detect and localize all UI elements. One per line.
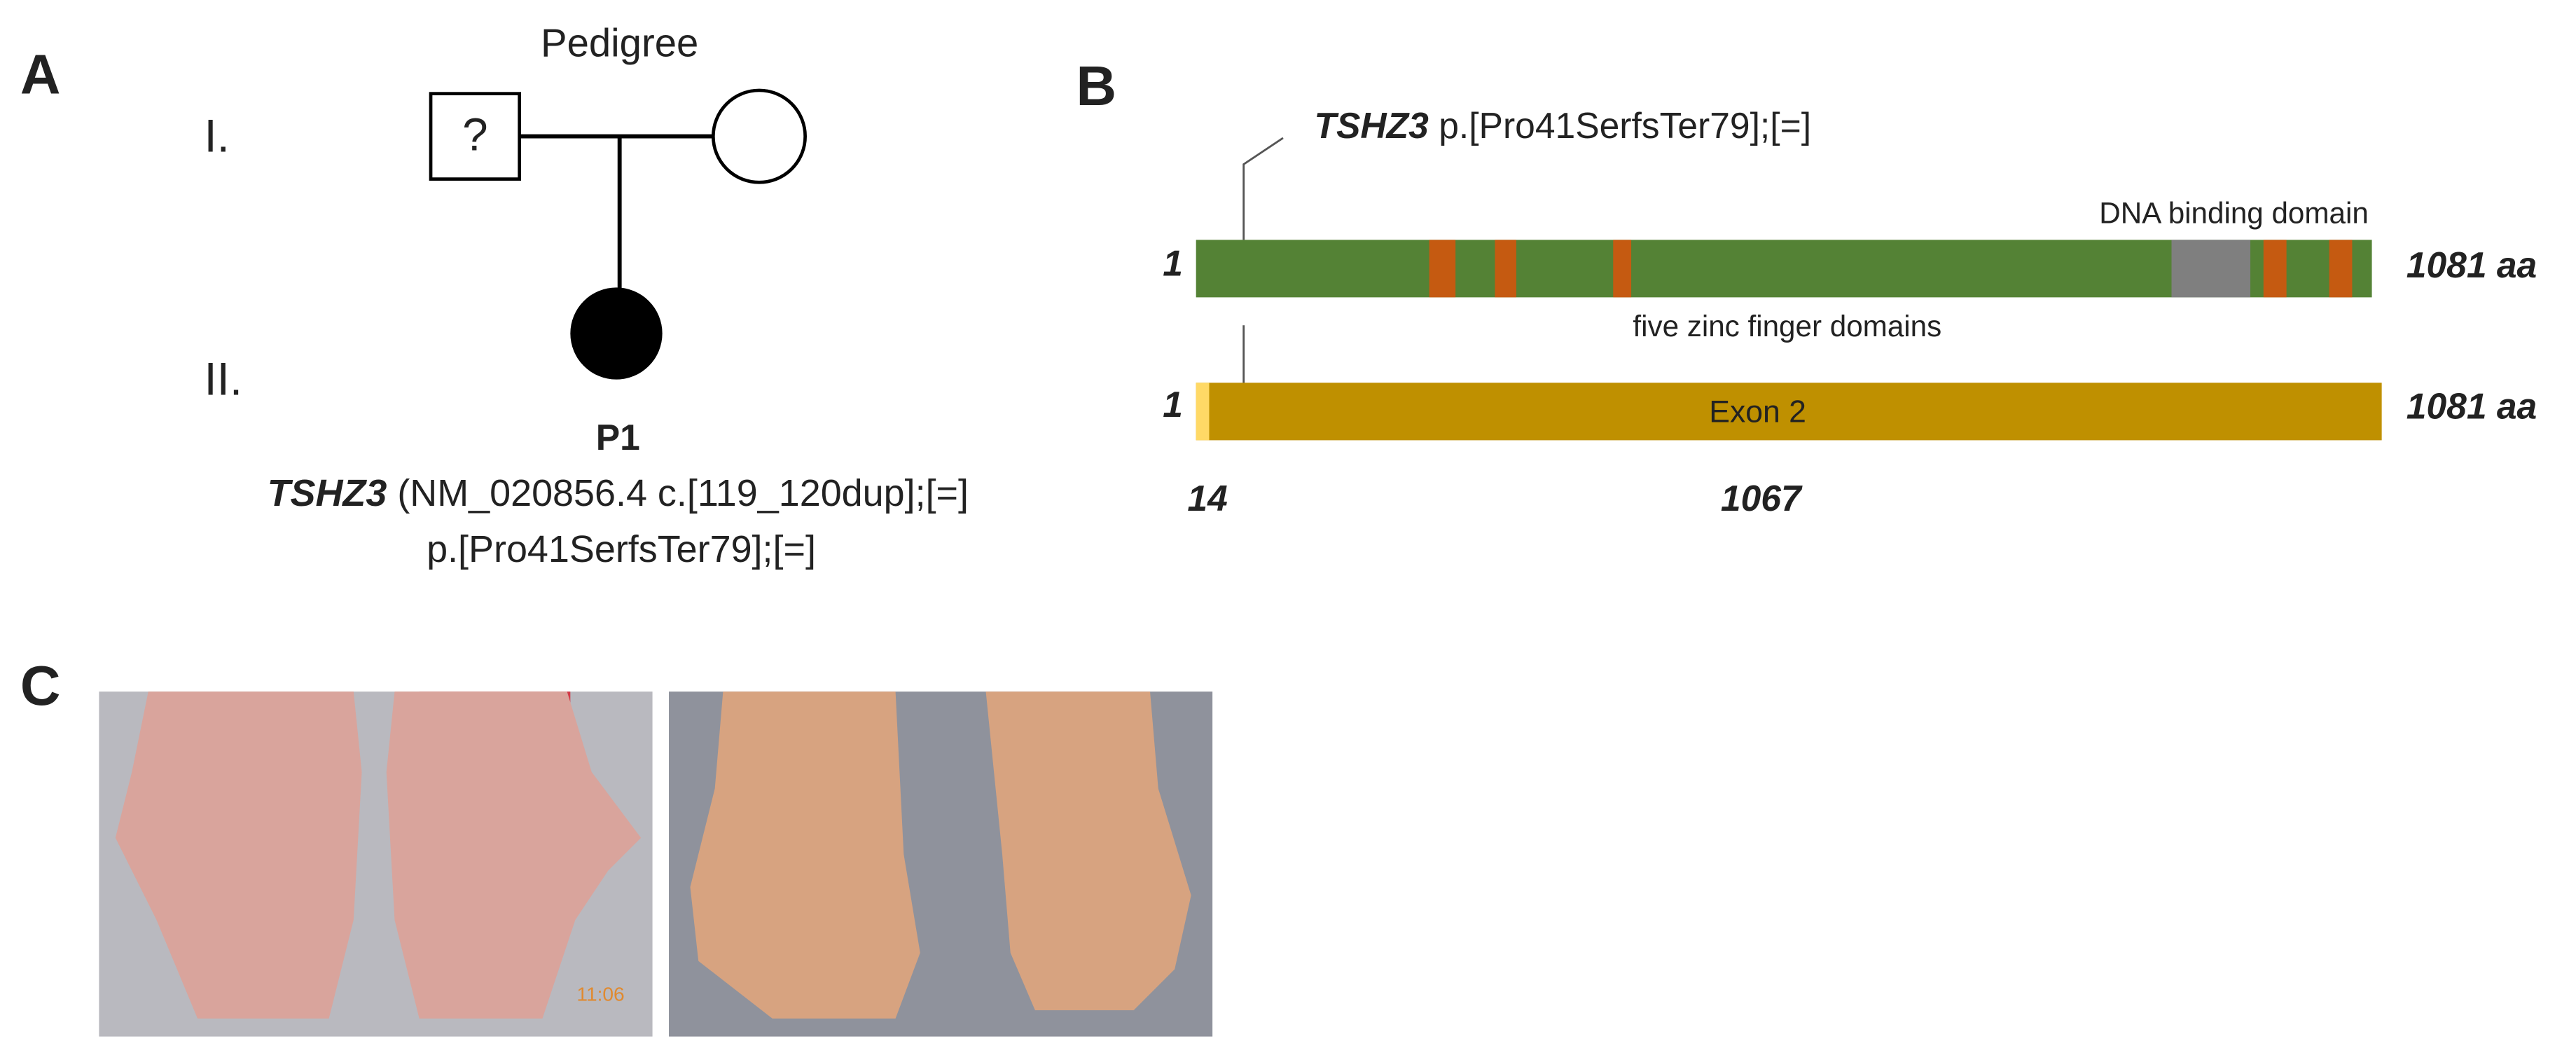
hand	[115, 691, 362, 1019]
protein-end: 1081 aa	[2407, 245, 2537, 285]
hands-photo: 11:06	[99, 691, 653, 1037]
gene-name: TSHZ3	[268, 472, 387, 514]
panel-label: C	[20, 654, 61, 717]
photo-timestamp: 11:06	[576, 983, 624, 1005]
dna-binding-domain	[2171, 240, 2251, 298]
proband-label: P1	[596, 417, 640, 457]
foot	[985, 691, 1191, 1011]
cdna-variant: (NM_020856.4 c.[119_120dup];[=]	[397, 472, 969, 514]
father-symbol	[429, 92, 521, 181]
pedigree-title: Pedigree	[541, 21, 698, 65]
mother-symbol	[711, 88, 807, 184]
generation-label: II.	[204, 354, 242, 405]
panel-label: A	[20, 43, 61, 106]
zinc-finger	[1613, 240, 1632, 298]
exon-label: Exon 2	[1709, 395, 1806, 429]
protein-start: 1	[1163, 242, 1183, 283]
protein-variant: p.[Pro41SerfsTer79];[=]	[427, 528, 816, 570]
hand	[386, 691, 642, 1019]
zinc-finger	[1495, 240, 1516, 298]
gene-name: TSHZ3	[1315, 105, 1429, 146]
exon-bar	[1196, 383, 2382, 441]
domain-label: DNA binding domain	[2099, 196, 2369, 229]
foot	[690, 691, 920, 1019]
callout-variant: p.[Pro41SerfsTer79];[=]	[1439, 105, 1811, 146]
domain-label: five zinc finger domains	[1633, 310, 1941, 343]
exon-1-segment	[1196, 383, 1210, 441]
exon-position: 14	[1187, 478, 1227, 518]
generation-label: I.	[204, 111, 229, 162]
callout-line	[1242, 137, 1284, 240]
proband-symbol	[570, 287, 663, 380]
exon-position: 1067	[1721, 478, 1803, 518]
exon-start: 1	[1163, 384, 1183, 425]
zinc-finger	[1429, 240, 1456, 298]
callout: TSHZ3 p.[Pro41SerfsTer79];[=]	[1315, 105, 1812, 146]
panel-label: B	[1076, 55, 1117, 117]
exon-end: 1081 aa	[2407, 385, 2537, 426]
unknown-marker: ?	[462, 109, 488, 160]
zinc-finger	[2329, 240, 2353, 298]
zinc-finger	[2263, 240, 2287, 298]
feet-photo	[669, 691, 1213, 1037]
variant-line: TSHZ3 (NM_020856.4 c.[119_120dup];[=]	[268, 472, 969, 514]
